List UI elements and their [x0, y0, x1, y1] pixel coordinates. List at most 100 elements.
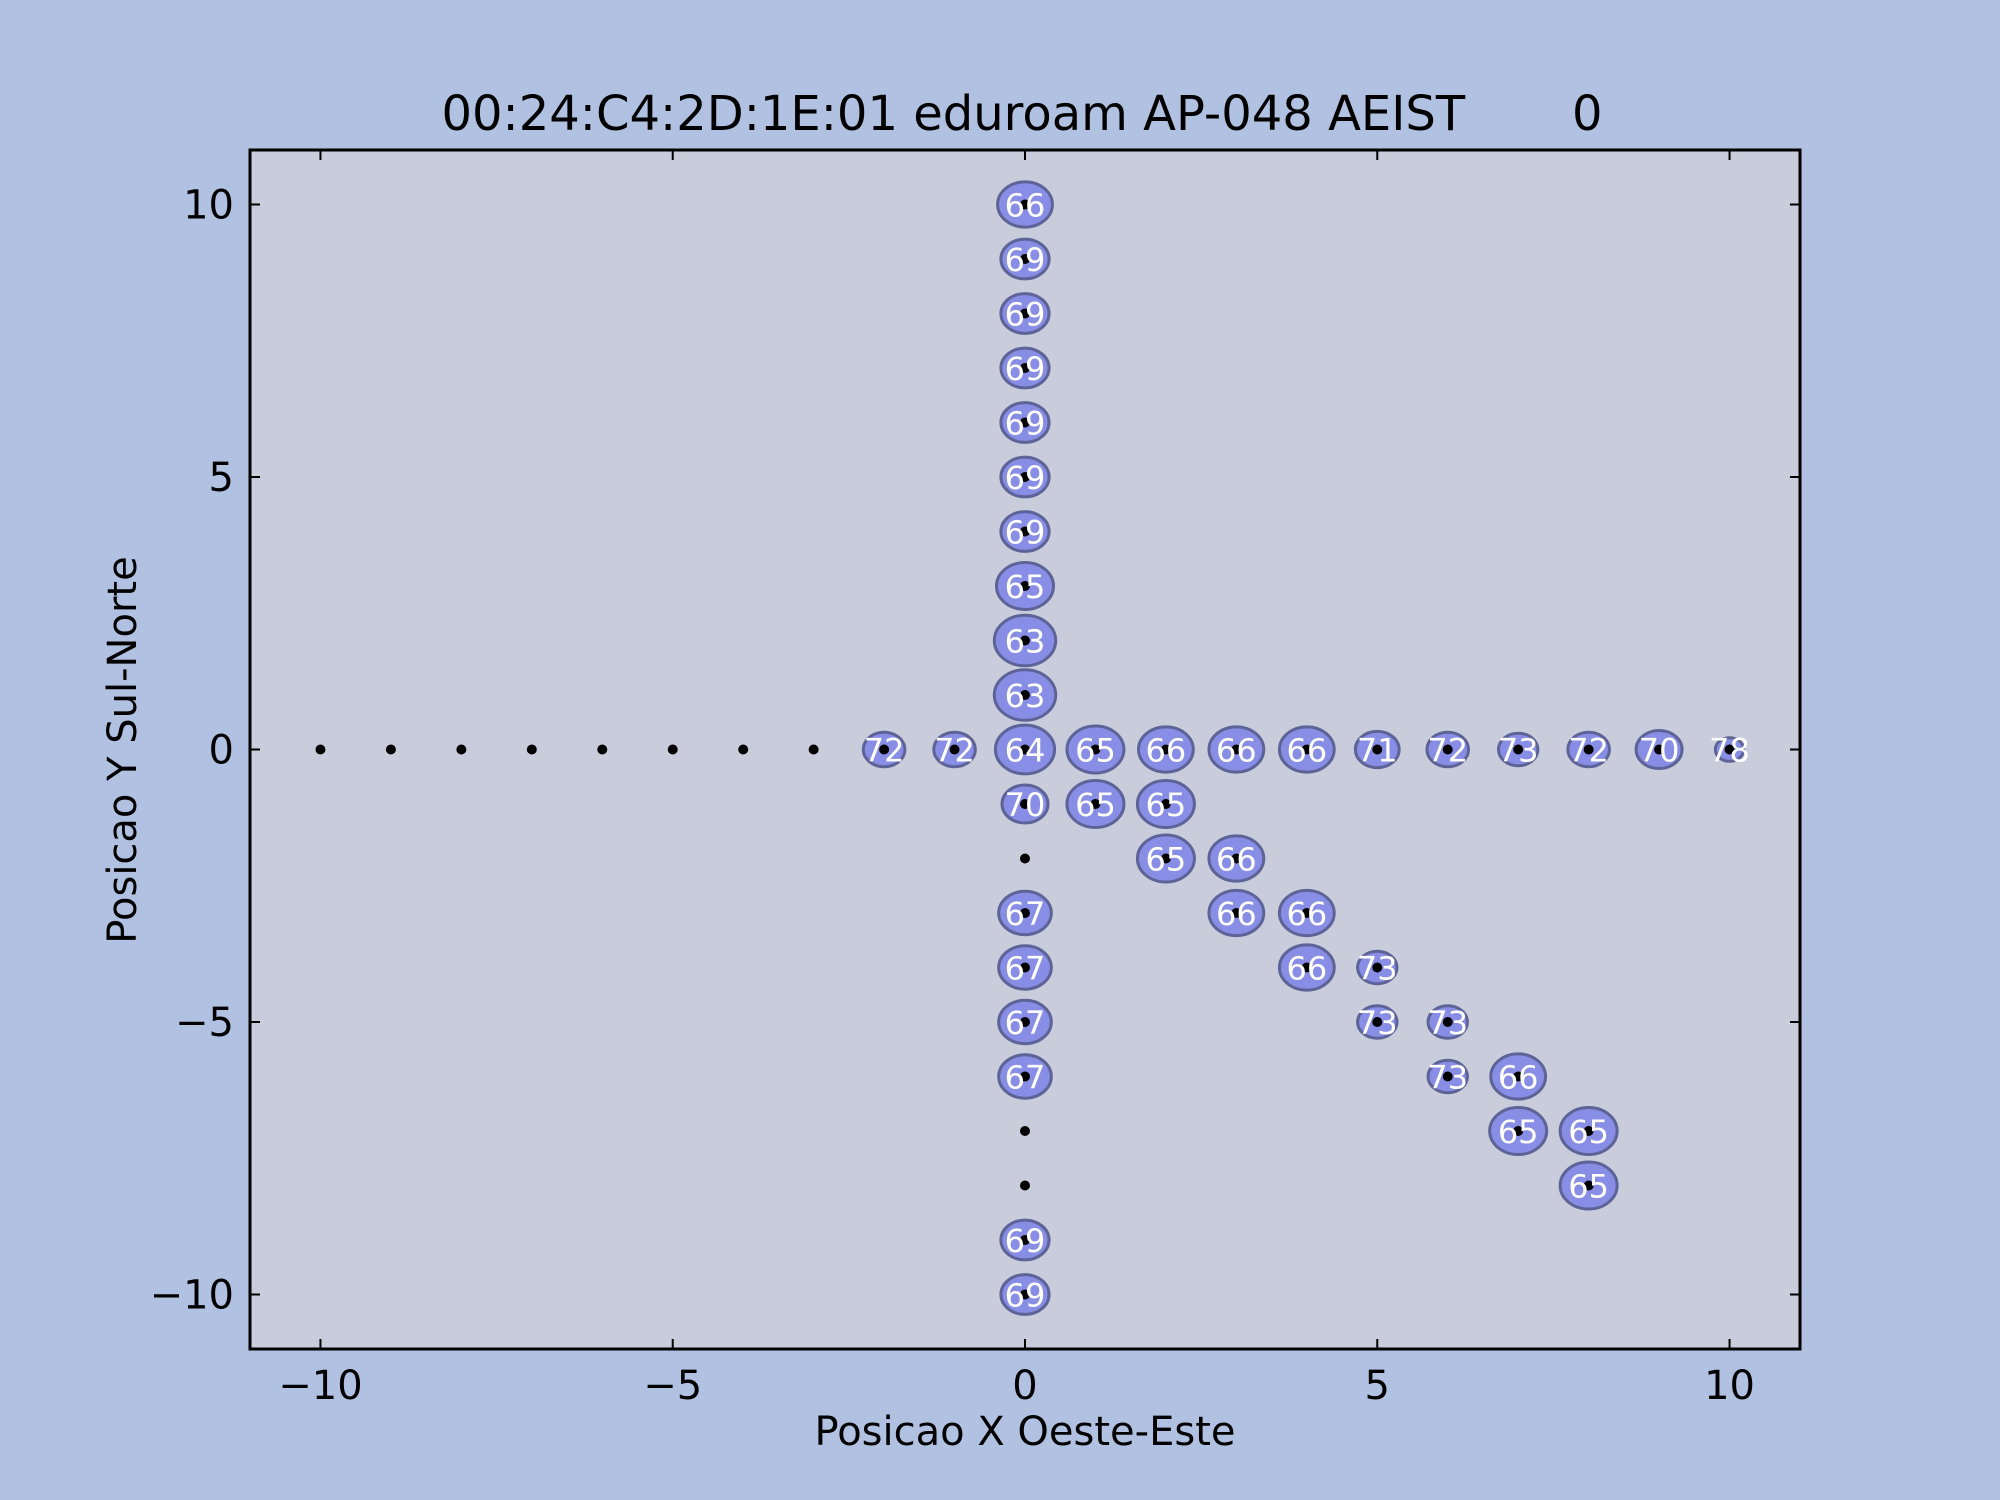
- signal-value-label: 67: [1005, 950, 1046, 988]
- measurement-point: [1583, 1180, 1594, 1191]
- measurement-point: [1442, 1017, 1453, 1027]
- measurement-point: [1301, 908, 1312, 918]
- signal-value-label: 65: [1568, 1168, 1609, 1206]
- signal-value-label: 70: [1005, 786, 1046, 824]
- signal-value-label: 66: [1216, 841, 1257, 879]
- measurement-point: [526, 744, 537, 755]
- measurement-point: [1020, 363, 1030, 373]
- signal-value-label: 65: [1568, 1113, 1609, 1151]
- measurement-point: [456, 744, 467, 755]
- signal-value-label: 70: [1639, 732, 1680, 770]
- measurement-point: [1020, 526, 1030, 537]
- signal-value-label: 65: [1146, 786, 1187, 824]
- signal-value-label: 72: [864, 732, 905, 770]
- measurement-point: [1020, 1017, 1030, 1027]
- signal-value-label: 69: [1005, 459, 1046, 497]
- measurement-point: [1020, 1071, 1030, 1082]
- signal-value-label: 66: [1286, 895, 1327, 933]
- signal-value-label: 78: [1709, 732, 1750, 770]
- y-tick-label: −10: [150, 1273, 234, 1319]
- measurement-point: [1372, 1017, 1383, 1027]
- signal-value-label: 73: [1357, 950, 1398, 988]
- signal-value-label: 66: [1498, 1059, 1539, 1097]
- measurement-point: [1583, 1126, 1594, 1136]
- y-axis-label: Posicao Y Sul-Norte: [100, 556, 146, 943]
- measurement-point: [385, 744, 396, 755]
- signal-value-label: 73: [1427, 1004, 1468, 1042]
- measurement-point: [1372, 962, 1383, 973]
- measurement-point: [1020, 635, 1030, 646]
- measurement-point: [1020, 744, 1030, 755]
- signal-value-label: 65: [1498, 1113, 1539, 1151]
- signal-value-label: 69: [1005, 1222, 1046, 1260]
- signal-value-label: 69: [1005, 241, 1046, 279]
- x-tick-label: 0: [1012, 1363, 1037, 1409]
- measurement-point: [1513, 1071, 1524, 1082]
- measurement-point: [1513, 744, 1524, 755]
- x-axis-label: Posicao X Oeste-Este: [815, 1409, 1236, 1455]
- signal-value-label: 66: [1005, 187, 1046, 225]
- signal-value-label: 63: [1005, 677, 1046, 715]
- measurement-point: [1020, 690, 1030, 700]
- measurement-point: [1020, 417, 1030, 428]
- signal-value-label: 67: [1005, 895, 1046, 933]
- measurement-point: [1160, 744, 1171, 755]
- signal-value-label: 69: [1005, 350, 1046, 388]
- measurement-point: [949, 744, 960, 755]
- measurement-point: [1160, 799, 1171, 809]
- measurement-point: [1231, 908, 1242, 918]
- y-tick-label: −5: [175, 1000, 234, 1046]
- x-tick-label: −5: [643, 1363, 702, 1409]
- y-tick-label: 5: [209, 455, 234, 501]
- signal-value-label: 65: [1146, 841, 1187, 879]
- measurement-point: [1513, 1126, 1524, 1136]
- measurement-point: [1231, 744, 1242, 755]
- signal-value-label: 65: [1075, 732, 1116, 770]
- measurement-point: [808, 744, 819, 755]
- signal-value-label: 67: [1005, 1004, 1046, 1042]
- x-tick-label: 10: [1704, 1363, 1755, 1409]
- data-marks: 66 69 69 69 69 69 69 65 63 63 72 72 64 65 66 66 66 71 72 73…: [315, 180, 1750, 1316]
- measurement-point: [1020, 581, 1030, 591]
- measurement-point: [1724, 744, 1735, 755]
- signal-value-label: 64: [1005, 732, 1046, 770]
- signal-value-label: 65: [1075, 786, 1116, 824]
- signal-value-label: 65: [1005, 568, 1046, 606]
- plot-frame: [248, 148, 1802, 1351]
- measurement-point: [738, 744, 749, 755]
- tick-labels: −10 −5 0 5 10 −10 −5 0 5 10: [150, 183, 1755, 1410]
- measurement-point: [1442, 744, 1453, 755]
- measurement-point: [1020, 799, 1030, 809]
- measurement-point: [1301, 962, 1312, 973]
- signal-value-label: 69: [1005, 1277, 1046, 1315]
- measurement-point: [1020, 908, 1030, 918]
- x-tick-label: 5: [1365, 1363, 1390, 1409]
- measurement-point: [1442, 1071, 1453, 1082]
- measurement-point: [1301, 744, 1312, 755]
- signal-value-label: 66: [1216, 732, 1257, 770]
- axis-ticks: [250, 150, 1800, 1349]
- measurement-point: [667, 744, 678, 755]
- measurement-point: [1090, 744, 1101, 755]
- signal-value-label: 69: [1005, 405, 1046, 443]
- signal-value-label: 69: [1005, 514, 1046, 552]
- y-tick-label: 10: [183, 183, 234, 229]
- measurement-point: [1020, 199, 1030, 210]
- signal-value-label: 69: [1005, 296, 1046, 334]
- measurement-point: [1090, 799, 1101, 809]
- measurement-point: [1020, 962, 1030, 973]
- signal-value-label: 71: [1357, 732, 1398, 770]
- signal-value-label: 66: [1286, 732, 1327, 770]
- signal-value-label: 66: [1286, 950, 1327, 988]
- measurement-point: [1372, 744, 1383, 755]
- x-tick-label: −10: [278, 1363, 362, 1409]
- measurement-point: [597, 744, 608, 755]
- measurement-point: [1654, 744, 1665, 755]
- signal-value-label: 72: [1568, 732, 1609, 770]
- measurement-point: [1020, 1180, 1030, 1191]
- measurement-point: [1020, 1289, 1030, 1300]
- signal-value-label: 63: [1005, 623, 1046, 661]
- measurement-point: [1020, 853, 1030, 864]
- y-tick-label: 0: [209, 728, 234, 774]
- signal-value-label: 72: [1427, 732, 1468, 770]
